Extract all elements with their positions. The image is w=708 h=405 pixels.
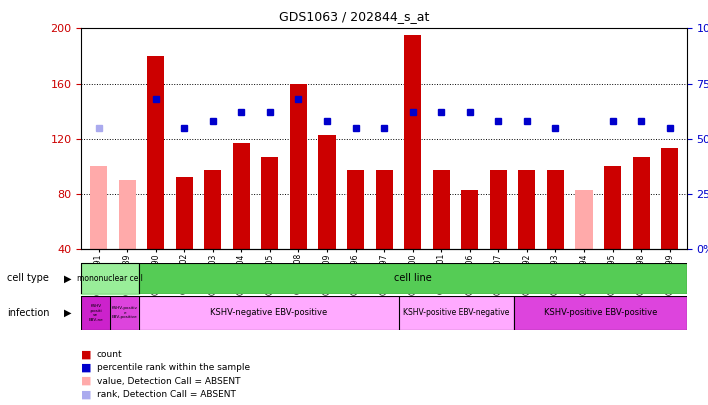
Bar xyxy=(661,148,678,249)
Bar xyxy=(261,157,278,249)
Bar xyxy=(632,157,650,249)
Bar xyxy=(319,134,336,249)
Text: percentile rank within the sample: percentile rank within the sample xyxy=(97,363,250,372)
Bar xyxy=(514,296,687,330)
Text: value, Detection Call = ABSENT: value, Detection Call = ABSENT xyxy=(97,377,241,386)
Bar xyxy=(176,177,193,249)
Bar xyxy=(147,56,164,249)
Bar xyxy=(118,180,136,249)
Bar xyxy=(81,263,139,294)
Text: ■: ■ xyxy=(81,390,92,399)
Text: ▶: ▶ xyxy=(64,273,71,283)
Text: KSHV
-positi
ve
EBV-ne: KSHV -positi ve EBV-ne xyxy=(88,304,103,322)
Bar xyxy=(204,171,222,249)
Text: ■: ■ xyxy=(81,363,92,373)
Text: KSHV-negative EBV-positive: KSHV-negative EBV-positive xyxy=(210,308,327,318)
Text: ■: ■ xyxy=(81,350,92,359)
Text: GDS1063 / 202844_s_at: GDS1063 / 202844_s_at xyxy=(279,10,429,23)
Text: KSHV-positiv
e
EBV-positive: KSHV-positiv e EBV-positive xyxy=(112,306,137,320)
Bar xyxy=(404,35,421,249)
Text: ▶: ▶ xyxy=(64,308,71,318)
Text: cell line: cell line xyxy=(394,273,432,283)
Bar xyxy=(290,83,307,249)
Bar xyxy=(518,171,535,249)
Text: KSHV-positive EBV-positive: KSHV-positive EBV-positive xyxy=(544,308,657,318)
Text: infection: infection xyxy=(7,308,50,318)
Text: rank, Detection Call = ABSENT: rank, Detection Call = ABSENT xyxy=(97,390,236,399)
Text: count: count xyxy=(97,350,122,359)
Bar xyxy=(576,190,593,249)
Bar xyxy=(547,171,564,249)
Text: KSHV-positive EBV-negative: KSHV-positive EBV-negative xyxy=(403,308,509,318)
Bar xyxy=(433,171,450,249)
Bar xyxy=(81,296,110,330)
Text: cell type: cell type xyxy=(7,273,49,283)
Bar xyxy=(139,296,399,330)
Text: ■: ■ xyxy=(81,376,92,386)
Bar xyxy=(461,190,479,249)
Bar xyxy=(90,166,107,249)
Text: mononuclear cell: mononuclear cell xyxy=(77,274,143,283)
Bar xyxy=(110,296,139,330)
Bar xyxy=(347,171,364,249)
Bar xyxy=(604,166,621,249)
Bar xyxy=(490,171,507,249)
Bar xyxy=(399,296,514,330)
Bar xyxy=(375,171,393,249)
Bar xyxy=(233,143,250,249)
